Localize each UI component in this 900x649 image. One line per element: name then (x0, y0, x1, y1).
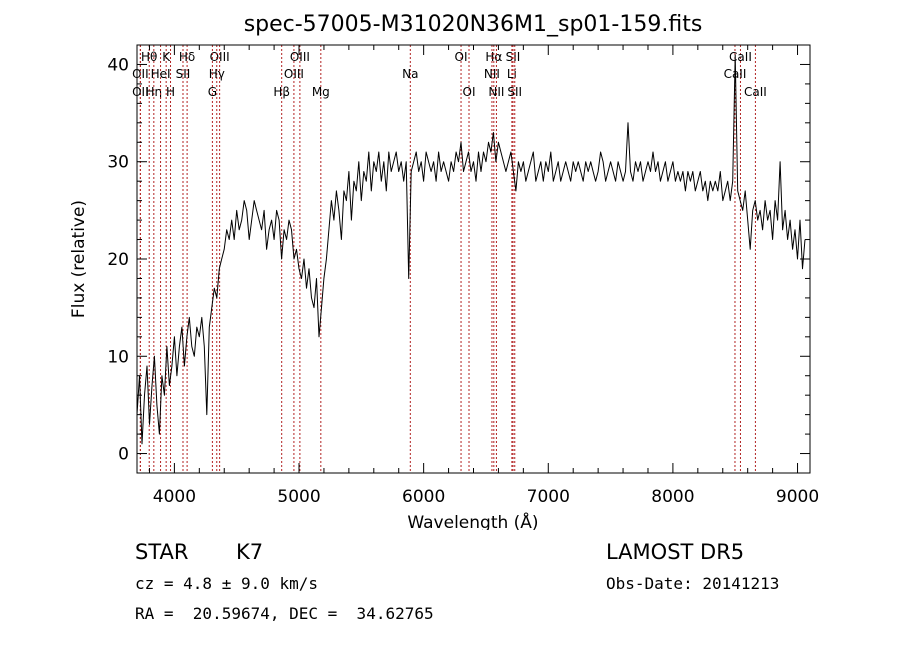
y-tick-label: 30 (107, 153, 129, 173)
survey-name: LAMOST DR5 (606, 540, 745, 564)
line-marker-label: OIII (290, 50, 310, 64)
line-marker-label: OIII (210, 50, 230, 64)
line-marker-label: OI (463, 85, 476, 99)
object-subclass: K7 (236, 540, 264, 564)
x-tick-label: 5000 (277, 487, 320, 507)
y-axis-title: Flux (relative) (69, 200, 89, 318)
y-tick-label: 0 (118, 445, 129, 465)
x-tick-label: 4000 (153, 487, 196, 507)
line-marker-label: OII (132, 85, 149, 99)
line-marker-label: CaII (744, 85, 767, 99)
line-marker-label: CaII (729, 50, 752, 64)
y-tick-label: 20 (107, 250, 129, 270)
spectrum-chart: spec-57005-M31020N36M1_sp01-159.fits Hθ O… (69, 12, 819, 530)
plot-frame (136, 44, 811, 474)
line-marker-label: OI (455, 50, 468, 64)
object-class: STAR (135, 540, 189, 564)
x-tick-label: 8000 (651, 487, 694, 507)
line-marker-label: Na (402, 67, 418, 81)
x-tick-label: 9000 (776, 487, 819, 507)
line-marker-label: OIII (284, 67, 304, 81)
ra-dec: RA = 20.59674, DEC = 34.62765 (135, 604, 434, 623)
line-marker-label: HeI (151, 67, 171, 81)
line-marker-label: G (208, 85, 217, 99)
observation-date: Obs-Date: 20141213 (606, 574, 780, 593)
line-marker-label: Hα (485, 50, 502, 64)
line-marker-label: Hδ (179, 50, 195, 64)
x-tick-label: 7000 (527, 487, 570, 507)
line-marker-label: K (162, 50, 171, 64)
x-axis-title: Wavelength (Å) (407, 511, 538, 530)
y-axis: 0 10 20 30 40 (107, 55, 810, 465)
line-marker-label: Hγ (209, 67, 225, 81)
line-marker-label: Li (507, 67, 517, 81)
redshift-cz: cz = 4.8 ± 9.0 km/s (135, 574, 319, 593)
chart-title: spec-57005-M31020N36M1_sp01-159.fits (244, 12, 703, 37)
line-marker-label: SII (176, 67, 191, 81)
y-tick-label: 40 (107, 55, 129, 75)
x-axis: 4000 5000 6000 7000 8000 9000 (148, 45, 819, 507)
y-tick-label: 10 (107, 347, 129, 367)
spectrum-line (136, 54, 806, 445)
line-marker-label: NII (484, 67, 500, 81)
line-marker-label: Hβ (273, 85, 290, 99)
line-marker-label: SII (506, 50, 521, 64)
line-marker-label: SII (507, 85, 522, 99)
line-marker-label: H (166, 85, 175, 99)
line-marker-label: Hη (146, 85, 163, 99)
line-marker-label: Mg (312, 85, 330, 99)
x-tick-label: 6000 (402, 487, 445, 507)
line-marker-label: NII (488, 85, 504, 99)
line-marker-label: Hθ (141, 50, 157, 64)
